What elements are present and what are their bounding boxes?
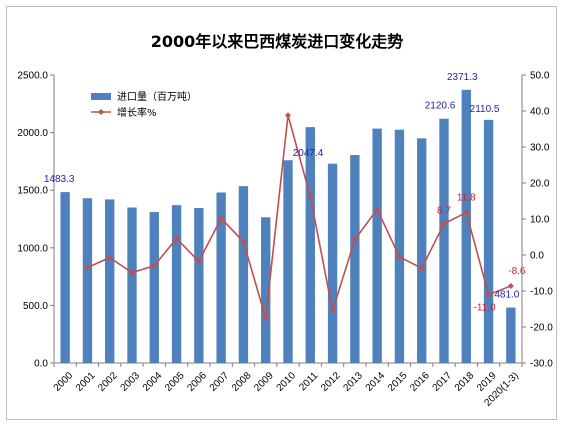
x-tick-label: 2014: [364, 370, 388, 394]
bar: [439, 118, 449, 363]
bar: [506, 307, 516, 363]
chart-title: 2000年以来巴西煤炭进口变化走势: [151, 32, 404, 51]
legend-bar-swatch: [91, 93, 111, 100]
bar-data-label: 1483.3: [44, 174, 75, 185]
x-tick-label: 2009: [252, 370, 276, 394]
x-tick-label: 2017: [431, 370, 455, 394]
growth-point: [285, 112, 291, 119]
left-tick-label: 2500.0: [17, 71, 48, 82]
right-tick-label: -20.0: [530, 323, 553, 334]
x-tick-label: 2010: [275, 370, 299, 394]
bar-data-label: 2047.4: [293, 148, 324, 159]
bar: [82, 198, 93, 363]
x-tick-label: 2015: [386, 370, 410, 394]
growth-point: [374, 206, 381, 213]
right-tick-label: 10.0: [530, 215, 550, 226]
growth-point: [507, 282, 514, 289]
line-data-label: 11.8: [457, 193, 476, 204]
x-tick-label: 2006: [185, 370, 209, 394]
left-tick-label: 500.0: [23, 301, 48, 312]
data-labels: 1483.3 2047.4 2120.6 2371.3 2110.5 481.0 8.7 11…: [44, 72, 526, 314]
right-tick-label: -10.0: [530, 287, 553, 298]
growth-point: [173, 235, 180, 242]
growth-point: [307, 193, 314, 200]
growth-point: [396, 253, 403, 260]
growth-point: [106, 254, 113, 261]
bar: [127, 207, 137, 363]
x-tick-label: 2008: [230, 370, 254, 394]
line-data-label: -11.0: [474, 303, 496, 314]
bar: [483, 119, 494, 364]
bar-data-label: 2371.3: [447, 72, 478, 83]
line-series: [84, 112, 514, 322]
bar: [261, 217, 271, 363]
bar: [372, 128, 382, 363]
growth-point: [485, 291, 492, 298]
bar-data-label: 2120.6: [425, 101, 456, 112]
left-tick-label: 2000.0: [17, 128, 48, 139]
bar: [194, 208, 204, 363]
x-tick-label: 2002: [96, 370, 120, 394]
left-tick-label: 1000.0: [17, 243, 48, 254]
x-tick-label: 2012: [319, 370, 343, 394]
x-tick-label: 2018: [453, 370, 477, 394]
right-tick-label: -30.0: [530, 359, 553, 370]
left-tick-label: 0.0: [34, 359, 48, 370]
x-tick-label: 2005: [163, 370, 187, 394]
line-data-label: 8.7: [437, 206, 451, 217]
x-tick-label: 2013: [341, 370, 365, 394]
bar: [350, 155, 360, 363]
bar: [417, 138, 427, 363]
bar: [394, 129, 405, 363]
growth-point: [240, 238, 247, 245]
right-tick-label: 0.0: [530, 251, 544, 262]
bar: [105, 199, 115, 363]
x-tick-label: 2016: [408, 370, 432, 394]
x-tick-label: 2007: [208, 370, 232, 394]
x-tick-label: 2004: [141, 370, 165, 394]
x-tick-label: 2011: [297, 370, 320, 393]
bar-data-label: 481.0: [494, 290, 519, 301]
growth-point: [151, 262, 158, 269]
bar: [238, 186, 249, 363]
chart-frame: 2000年以来巴西煤炭进口变化走势 0.0 500.0 1000.0 1500.0 20…: [6, 6, 557, 420]
legend-line-marker: [98, 109, 104, 115]
bar: [461, 89, 471, 364]
growth-point: [329, 307, 336, 314]
growth-point: [418, 265, 425, 272]
growth-point: [351, 236, 358, 243]
bar-series: [60, 89, 516, 364]
bar: [216, 192, 226, 363]
bar: [327, 163, 338, 363]
growth-point: [218, 215, 225, 222]
left-tick-label: 1500.0: [17, 186, 48, 197]
bar-data-label: 2110.5: [470, 104, 500, 115]
growth-point: [129, 269, 135, 276]
x-tick-label: 2000: [52, 370, 76, 394]
bar: [60, 192, 70, 363]
legend-bar-label: 进口量（百万吨）: [117, 90, 197, 103]
right-tick-label: 50.0: [530, 71, 550, 82]
legend: 进口量（百万吨） 增长率%: [91, 90, 197, 119]
growth-point: [262, 315, 269, 322]
legend-line-label: 增长率%: [117, 106, 157, 119]
growth-point: [195, 258, 202, 265]
right-tick-label: 20.0: [530, 179, 550, 190]
x-tick-label: 2003: [119, 370, 143, 394]
growth-line: [87, 115, 512, 319]
line-data-label: -8.6: [508, 266, 526, 277]
bar: [149, 212, 159, 363]
x-tick-label: 2001: [74, 370, 98, 394]
right-tick-label: 30.0: [530, 143, 550, 154]
chart-svg: 2000年以来巴西煤炭进口变化走势 0.0 500.0 1000.0 1500.0 20…: [17, 32, 553, 409]
bar: [171, 205, 182, 363]
growth-point: [463, 209, 470, 216]
right-tick-label: 40.0: [530, 107, 550, 118]
bar: [305, 127, 315, 363]
growth-point: [441, 220, 447, 227]
growth-point: [84, 264, 91, 271]
bar: [283, 160, 293, 363]
